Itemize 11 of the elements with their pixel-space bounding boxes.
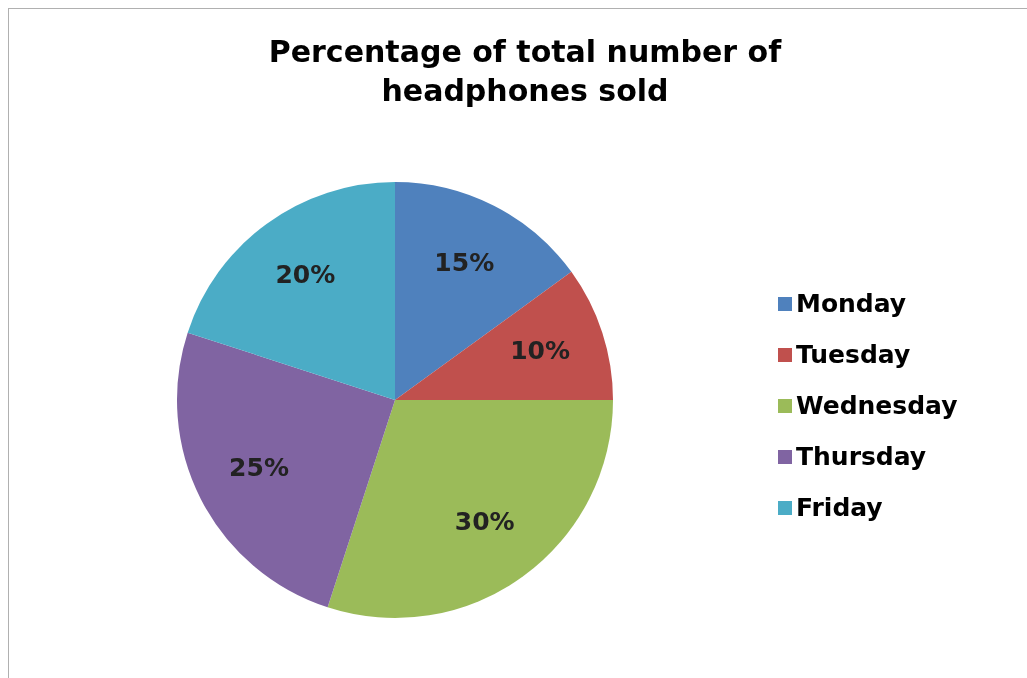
data-label: 10% [510, 336, 571, 366]
data-label: 30% [454, 506, 515, 536]
data-label: 15% [434, 247, 495, 277]
legend-label: Friday [796, 493, 883, 522]
legend-label: Tuesday [796, 340, 911, 369]
data-label: 20% [275, 260, 336, 290]
chart-title: Percentage of total number of headphones sold [267, 33, 783, 110]
legend-label: Thursday [796, 442, 927, 471]
legend-label: Monday [796, 289, 907, 318]
legend-label: Wednesday [796, 391, 958, 420]
data-label: 25% [229, 452, 289, 482]
